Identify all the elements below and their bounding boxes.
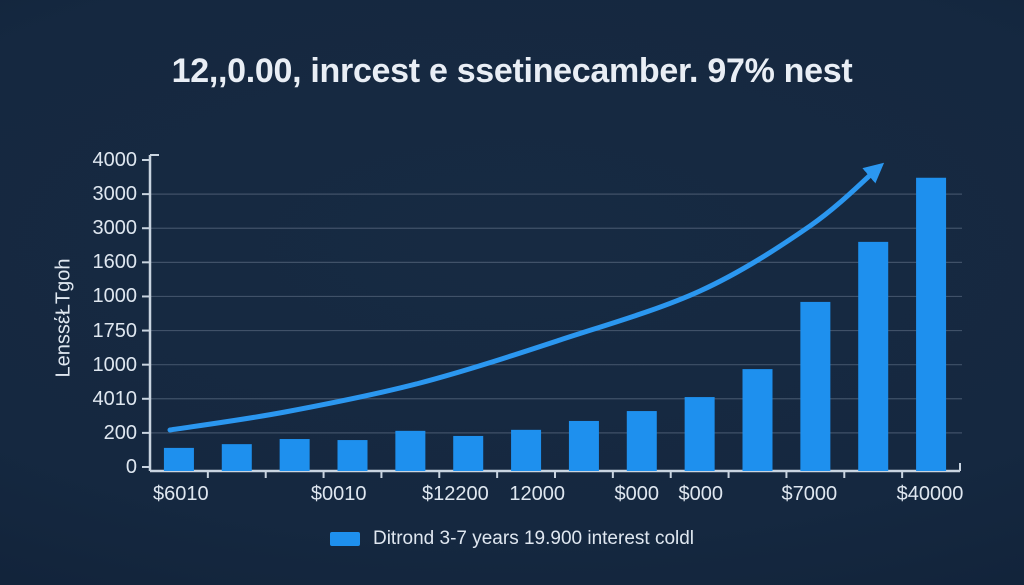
bar	[568, 420, 599, 471]
bar	[337, 440, 368, 471]
trend-arrow	[167, 162, 885, 433]
bar	[453, 435, 484, 471]
bar	[684, 397, 715, 471]
bar	[511, 429, 542, 471]
x-tick-label: $000	[614, 483, 660, 505]
y-tick-label: 1750	[92, 319, 138, 342]
legend: Ditrond 3-7 years 19.900 interest coldl	[0, 528, 1024, 550]
x-tick-label: 12000	[509, 483, 565, 505]
x-tick-label: $7000	[781, 483, 838, 505]
x-tick-label: $40000	[896, 483, 964, 505]
y-tick-label: 200	[103, 421, 137, 444]
x-tick-label: $6010	[152, 483, 209, 505]
x-tick-label: $0010	[310, 483, 367, 505]
bar	[279, 439, 310, 471]
y-tick-label: 1000	[92, 285, 138, 308]
bar	[395, 430, 426, 471]
y-tick-label: 1000	[92, 353, 138, 376]
y-tick-label: 4010	[92, 387, 138, 410]
bar	[858, 241, 889, 471]
y-tick-label: 4000	[92, 149, 138, 171]
x-tick-label: $12200	[421, 483, 489, 505]
bar	[221, 444, 252, 471]
bar	[626, 411, 657, 471]
y-tick-label: 3000	[92, 183, 138, 206]
legend-swatch-icon	[329, 532, 360, 546]
y-tick-label: 1600	[92, 251, 138, 274]
bar	[916, 177, 947, 471]
y-tick-label: 3000	[92, 217, 138, 240]
x-tick-label: $000	[678, 483, 724, 505]
legend-label: Ditrond 3-7 years 19.900 interest coldl	[372, 528, 695, 549]
bar	[800, 301, 831, 471]
bar	[163, 447, 194, 471]
bar	[742, 369, 773, 471]
chart-title: 12,,0.00, inrcest e ssetinecamber. 97% n…	[171, 52, 853, 90]
y-tick-label: 0	[125, 456, 137, 478]
